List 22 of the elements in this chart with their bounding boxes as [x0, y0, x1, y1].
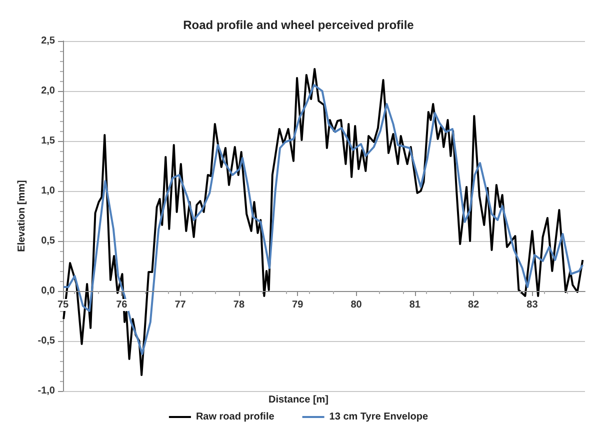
x-tick-label: 78	[233, 300, 245, 310]
y-tick-label: 0,0	[41, 286, 56, 296]
x-tick-label: 77	[174, 300, 186, 310]
y-tick-label: 2,5	[41, 36, 56, 46]
x-tick-label: 80	[350, 300, 362, 310]
x-tick-label: 76	[116, 300, 128, 310]
x-tick-label: 83	[526, 300, 538, 310]
y-tick-label: 1,0	[41, 186, 56, 196]
x-tick-label: 81	[409, 300, 421, 310]
chart-title: Road profile and wheel perceived profile	[183, 18, 414, 32]
y-tick-label: 2,0	[41, 86, 56, 96]
x-tick-label: 82	[468, 300, 480, 310]
legend-label: 13 cm Tyre Envelope	[329, 412, 428, 422]
y-tick-label: -0,5	[38, 336, 56, 346]
y-tick-label: 0,5	[41, 236, 56, 246]
legend-label: Raw road profile	[196, 412, 275, 422]
x-axis-title: Distance [m]	[268, 394, 329, 406]
y-tick-label: -1,0	[38, 386, 56, 396]
y-tick-label: 1,5	[41, 136, 56, 146]
x-tick-label: 75	[57, 300, 69, 310]
x-tick-label: 79	[292, 300, 304, 310]
y-axis-title: Elevation [mm]	[16, 180, 28, 252]
